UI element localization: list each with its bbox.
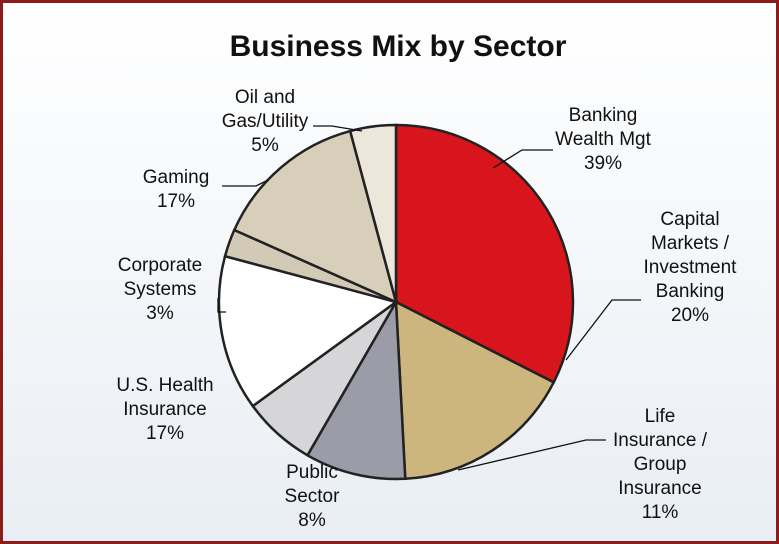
slice-label: Banking [656,281,725,302]
value-label: 8% [298,510,326,531]
slice-label: Sector [285,486,341,507]
value-label: 5% [251,135,279,156]
slice-label: Markets / [651,233,730,254]
slice-label: Life [645,406,676,427]
slice-label: Wealth Mgt [555,129,651,150]
leader-line [222,179,269,187]
slice-label: Insurance [618,478,701,499]
leader-line [565,299,641,361]
leader-line [217,298,226,313]
value-label: 20% [671,305,709,326]
slice-label: Capital [660,209,719,230]
pie-slice [394,299,556,481]
slice-label: Oil and [235,87,295,108]
pie-slice [305,297,407,481]
pie-slice [394,123,575,385]
pie-slice [232,129,398,305]
value-label: 11% [642,502,679,523]
value-label: 39% [584,153,622,174]
pie-slice [217,254,399,408]
value-label: 17% [146,423,184,444]
pie-slice [348,123,398,303]
value-label: 17% [157,191,195,212]
chart-title: Business Mix by Sector [230,30,567,63]
slice-label: Gas/Utility [222,111,309,132]
slice-label: Insurance / [613,430,708,451]
slice-label: Investment [644,257,738,278]
leader-line [492,149,553,169]
slice-label: Public [286,462,338,483]
slice-label: Group [634,454,687,475]
leader-line [313,125,363,132]
slice-label: U.S. Health [116,375,213,396]
value-label: 3% [146,303,174,324]
slice-label: Insurance [123,399,206,420]
slice-label: Corporate [118,255,203,276]
slice-label: Banking [569,105,638,126]
slice-label: Gaming [143,167,210,188]
slice-label: Systems [124,279,197,300]
leader-line [457,439,606,471]
pie [217,123,575,481]
